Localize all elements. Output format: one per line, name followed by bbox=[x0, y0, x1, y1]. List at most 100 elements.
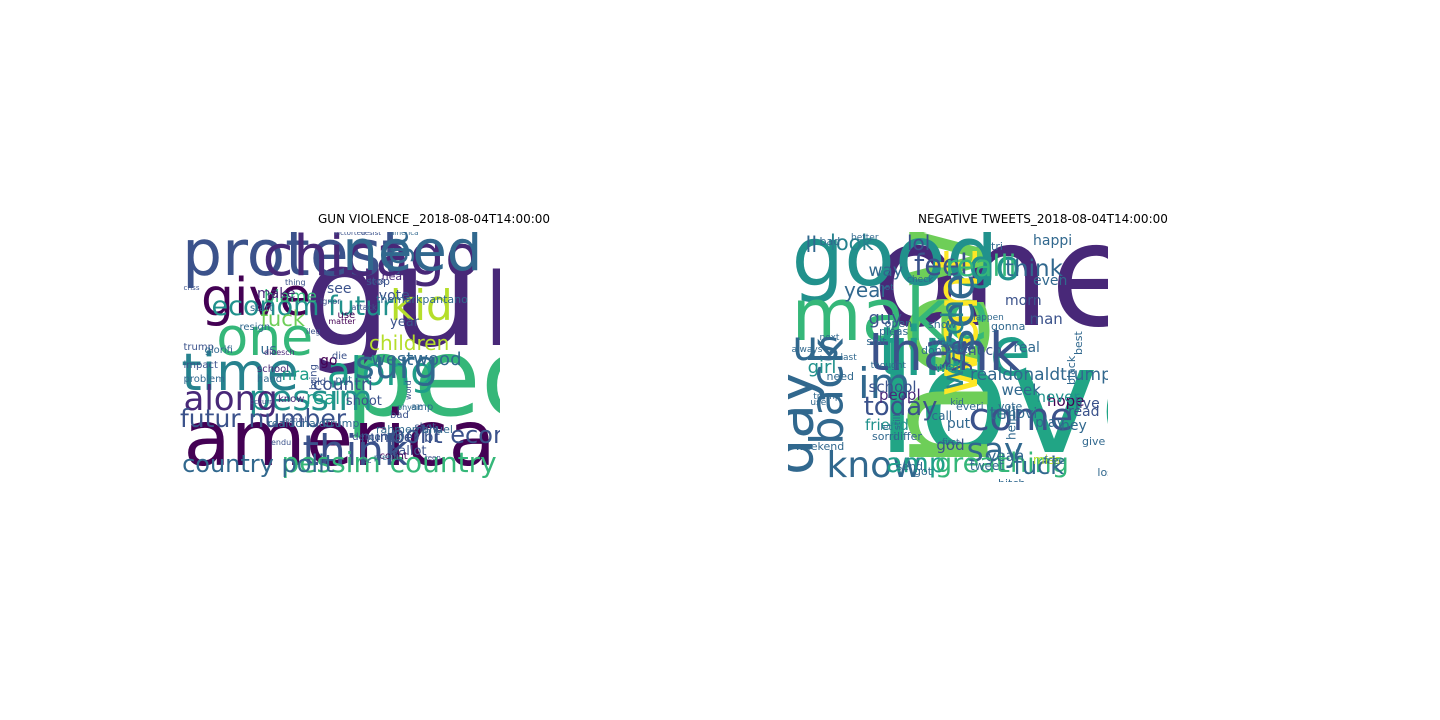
word-cloud-term: hey bbox=[1061, 418, 1087, 434]
word-cloud-term: hand bbox=[257, 374, 282, 385]
word-cloud-term: watch bbox=[936, 300, 971, 390]
word-cloud-term: school bbox=[869, 378, 917, 396]
word-cloud-term: vote bbox=[379, 288, 410, 304]
word-cloud-term: need bbox=[827, 370, 855, 383]
word-cloud-term: differ bbox=[893, 430, 922, 443]
word-cloud-term: amp bbox=[886, 448, 946, 479]
word-cloud-term: america bbox=[390, 232, 418, 237]
word-cloud-term: live bbox=[1075, 396, 1100, 412]
word-cloud-term: use bbox=[810, 398, 826, 408]
word-cloud-term: stop bbox=[366, 275, 390, 288]
word-cloud-term: die bbox=[332, 351, 347, 362]
word-cloud-term: take bbox=[946, 341, 976, 357]
word-cloud-term: go bbox=[320, 353, 337, 369]
word-cloud-term: make bbox=[792, 273, 990, 357]
word-cloud-term: us bbox=[261, 342, 277, 358]
word-cloud-term: dioesch bbox=[264, 348, 295, 357]
word-cloud-term: let bbox=[880, 423, 892, 433]
word-cloud-term: friend bbox=[865, 416, 909, 434]
word-cloud-term: peopl bbox=[879, 386, 921, 404]
word-cloud-term: shoot bbox=[346, 394, 382, 409]
word-cloud-term: ye bbox=[943, 339, 974, 372]
word-cloud-term: fuck bbox=[1013, 452, 1064, 480]
word-cloud-term: know bbox=[278, 394, 304, 405]
word-cloud-term: tweet bbox=[970, 459, 1004, 473]
word-cloud-term: realli bbox=[946, 249, 1017, 283]
word-cloud-term: first bbox=[942, 438, 960, 448]
word-cloud-term: miss bbox=[1033, 453, 1061, 467]
word-cloud-term: need bbox=[342, 232, 482, 284]
word-cloud-term: tell bbox=[990, 404, 1017, 424]
word-cloud-term: year bbox=[844, 278, 889, 302]
word-cloud-term: one bbox=[216, 308, 313, 368]
word-cloud-term: open bbox=[885, 317, 912, 330]
word-cloud-term: health bbox=[382, 270, 417, 283]
word-cloud-term: bad bbox=[820, 235, 841, 248]
word-cloud-term: kid bbox=[950, 398, 963, 408]
word-cloud-term: thought bbox=[871, 361, 907, 371]
word-cloud-term: occurr bbox=[250, 398, 272, 406]
word-cloud-term: best bbox=[1072, 331, 1085, 355]
word-cloud-term: great bbox=[935, 448, 1006, 479]
word-cloud-term: ballot bbox=[390, 444, 427, 459]
word-cloud-term: shit bbox=[866, 335, 887, 348]
word-cloud-term: well bbox=[935, 360, 963, 376]
word-cloud-term: morn bbox=[1005, 293, 1042, 309]
word-cloud-term: feel bbox=[914, 248, 968, 282]
word-cloud-term: thank bbox=[869, 322, 1020, 383]
word-cloud-term: country polit bbox=[182, 450, 334, 478]
word-cloud-term: bring bbox=[309, 364, 320, 390]
word-cloud-canvas: loveonenewgoodmaketimewant day thank back se… bbox=[788, 232, 1108, 482]
word-cloud-term: hot bbox=[879, 283, 894, 293]
word-cloud-term: back bbox=[801, 338, 854, 445]
word-cloud-term: guy bbox=[869, 308, 903, 329]
word-cloud-term: ileg bbox=[306, 327, 320, 336]
word-cloud-term: today bbox=[864, 392, 938, 422]
word-cloud-term: think bbox=[303, 426, 409, 475]
word-cloud-term: endu bbox=[271, 438, 291, 447]
word-cloud-term: futur number bbox=[180, 404, 347, 433]
word-cloud-term: bad bbox=[390, 410, 409, 421]
word-cloud-term: vote bbox=[998, 400, 1023, 413]
word-cloud-term: don bbox=[921, 344, 942, 357]
word-cloud-term: resign bbox=[240, 322, 271, 333]
word-cloud-term: got bbox=[914, 465, 933, 478]
word-cloud-term: think bbox=[1005, 256, 1064, 282]
word-cloud-term: actual bbox=[285, 416, 307, 424]
word-cloud-term: time bbox=[181, 343, 298, 403]
word-cloud-term: show bbox=[928, 318, 956, 331]
word-cloud-term: presid bbox=[374, 453, 399, 462]
word-cloud-term: call bbox=[932, 409, 953, 423]
word-cloud-term: word bbox=[404, 380, 413, 400]
word-cloud-term: themarkpantano bbox=[376, 293, 468, 306]
word-cloud-term: amp bbox=[411, 402, 433, 413]
word-cloud-term: thing bbox=[285, 278, 306, 287]
word-cloud-term: lol bbox=[907, 232, 930, 255]
word-cloud-term: put bbox=[335, 375, 352, 386]
word-cloud-term: hope bbox=[1047, 392, 1084, 410]
word-cloud-term: central bbox=[369, 432, 404, 443]
word-cloud-term: physic bbox=[397, 403, 423, 412]
word-cloud-term: sorri bbox=[872, 430, 896, 443]
word-cloud-term: put bbox=[947, 416, 971, 432]
word-cloud-term: still bbox=[893, 414, 903, 430]
word-cloud-term: weekend bbox=[795, 440, 844, 453]
word-cloud-term: free bbox=[1044, 454, 1066, 467]
word-cloud-term: give bbox=[1082, 435, 1106, 448]
word-cloud-term: victorted bbox=[334, 232, 365, 237]
word-cloud-term: tri bbox=[991, 240, 1003, 253]
word-cloud-term: make bbox=[257, 286, 295, 302]
word-cloud-term: help bbox=[1005, 414, 1019, 440]
word-cloud-term: want bbox=[922, 250, 992, 397]
word-cloud-term: big bbox=[932, 338, 946, 348]
word-cloud-term: even bbox=[1033, 273, 1067, 289]
word-cloud-term: polit econom bbox=[390, 421, 500, 449]
word-cloud-term: gun violenc bbox=[380, 232, 416, 265]
word-cloud-term: children bbox=[369, 331, 449, 355]
word-cloud-term: next bbox=[820, 333, 840, 343]
word-cloud-term: impact bbox=[184, 360, 218, 371]
word-cloud-term: econom futur bbox=[212, 291, 395, 322]
word-cloud-term: pessim bbox=[249, 379, 373, 419]
word-cloud-term: week bbox=[1002, 381, 1042, 399]
